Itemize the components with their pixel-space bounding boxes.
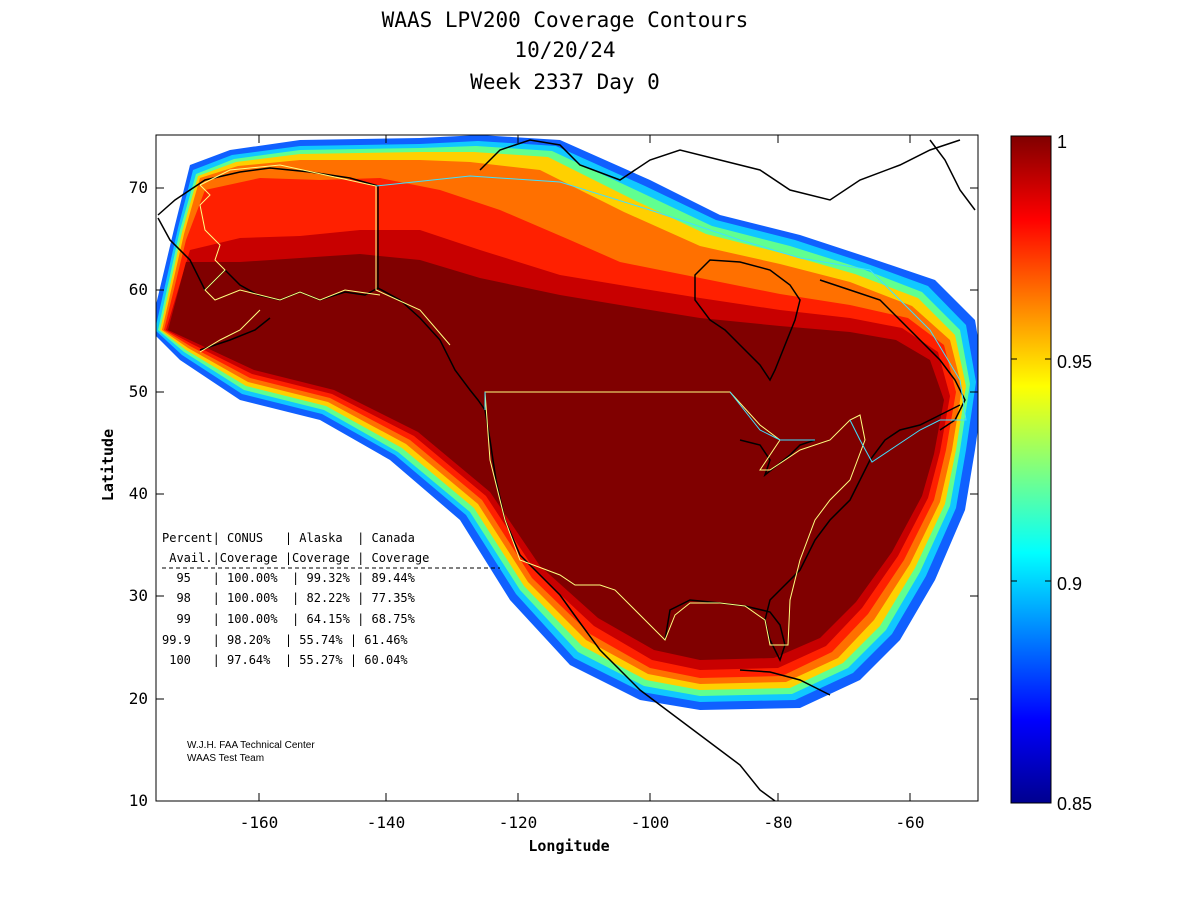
x-tick-labels: -160 -140 -120 -100 -80 -60 bbox=[240, 813, 925, 832]
y-tick-label: 40 bbox=[129, 484, 148, 503]
coverage-contours bbox=[156, 135, 978, 710]
title-line-3: Week 2337 Day 0 bbox=[470, 70, 660, 94]
labrador-coast bbox=[819, 279, 966, 431]
table-row: 95 | 100.00% | 99.32% | 89.44% bbox=[162, 571, 416, 585]
colorbar-tick-label: 1 bbox=[1057, 132, 1067, 152]
table-row: 99.9 | 98.20% | 55.74% | 61.46% bbox=[162, 633, 408, 647]
cuba bbox=[739, 669, 831, 696]
x-axis-label: Longitude bbox=[528, 837, 609, 855]
table-row: 99 | 100.00% | 64.15% | 68.75% bbox=[162, 612, 416, 626]
y-tick-labels: 10 20 30 40 50 60 70 bbox=[129, 178, 148, 810]
y-tick-label: 70 bbox=[129, 178, 148, 197]
table-header-1: Percent| CONUS | Alaska | Canada bbox=[162, 531, 415, 545]
y-tick-label: 50 bbox=[129, 382, 148, 401]
table-header-2: Avail.|Coverage |Coverage | Coverage bbox=[162, 551, 429, 565]
colorbar-tick-label: 0.9 bbox=[1057, 574, 1082, 594]
great-lakes bbox=[739, 439, 816, 478]
x-tick-label: -120 bbox=[499, 813, 538, 832]
y-tick-label: 60 bbox=[129, 280, 148, 299]
colorbar-tick-label: 0.85 bbox=[1057, 794, 1092, 814]
x-tick-label: -100 bbox=[631, 813, 670, 832]
plot-frame bbox=[155, 134, 979, 802]
credit-line-1: W.J.H. FAA Technical Center bbox=[187, 740, 315, 751]
title-line-1: WAAS LPV200 Coverage Contours bbox=[381, 8, 749, 32]
x-tick-label: -60 bbox=[896, 813, 925, 832]
coverage-table: Percent| CONUS | Alaska | Canada Avail.|… bbox=[162, 531, 500, 667]
colorbar-labels: 1 0.95 0.9 0.85 bbox=[1057, 132, 1092, 814]
y-tick-label: 20 bbox=[129, 689, 148, 708]
arctic-islands bbox=[479, 139, 961, 201]
canada-boundary bbox=[375, 175, 967, 463]
table-row: 100 | 97.64% | 55.27% | 60.04% bbox=[162, 653, 408, 667]
colorbar bbox=[1010, 135, 1052, 804]
x-tick-label: -160 bbox=[240, 813, 279, 832]
conus-boundary bbox=[484, 391, 866, 646]
credit-line-2: WAAS Test Team bbox=[187, 753, 264, 764]
colorbar-tick-label: 0.95 bbox=[1057, 352, 1092, 372]
colorbar-ticks bbox=[1011, 358, 1051, 582]
hudson-bay bbox=[694, 259, 801, 382]
y-axis-label: Latitude bbox=[99, 429, 117, 501]
y-tick-label: 10 bbox=[129, 791, 148, 810]
credit-text: W.J.H. FAA Technical Center WAAS Test Te… bbox=[187, 740, 315, 764]
y-tick-label: 30 bbox=[129, 586, 148, 605]
tick-marks bbox=[156, 135, 978, 801]
region-boundaries bbox=[199, 164, 967, 646]
x-tick-label: -80 bbox=[764, 813, 793, 832]
greenland-edge bbox=[929, 139, 976, 211]
table-row: 98 | 100.00% | 82.22% | 77.35% bbox=[162, 591, 416, 605]
x-tick-label: -140 bbox=[367, 813, 406, 832]
title-line-2: 10/20/24 bbox=[514, 38, 616, 62]
